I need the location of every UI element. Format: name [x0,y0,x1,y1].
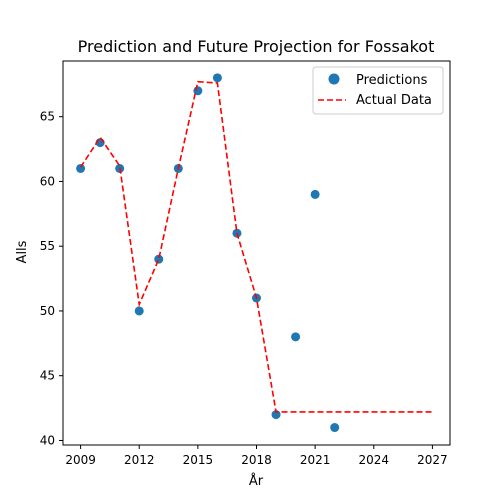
x-tick-label: 2018 [241,453,272,467]
x-tick-label: 2027 [417,453,448,467]
y-tick-label: 45 [40,369,55,383]
legend-marker-predictions [328,73,340,85]
prediction-point [76,163,86,173]
x-axis-label: År [249,473,264,489]
y-axis-label: Alls [15,240,30,263]
legend-label-predictions: Predictions [356,73,428,88]
prediction-point [154,254,164,264]
prediction-point [134,306,144,316]
legend-label-actual-data: Actual Data [356,93,432,108]
y-tick-label: 60 [40,174,55,188]
x-tick-label: 2009 [65,453,96,467]
prediction-point [212,73,222,83]
plot-area-frame [62,60,451,446]
y-tick-label: 50 [40,304,55,318]
x-tick-label: 2012 [124,453,155,467]
prediction-point [291,332,301,342]
legend: Predictions Actual Data [312,66,444,115]
actual-data-line [79,80,433,413]
prediction-point [330,423,340,433]
x-tick-label: 2024 [358,453,389,467]
chart-title: Prediction and Future Projection for Fos… [78,37,435,56]
axes: 2009 2012 2015 2018 2021 2024 2027 40 45 50 55 60 65 [40,110,448,467]
x-tick-label: 2021 [300,453,331,467]
legend-box [312,66,444,115]
y-tick-label: 65 [40,110,55,124]
y-tick-label: 40 [40,433,55,447]
y-tick-label: 55 [40,239,55,253]
prediction-point [310,189,320,199]
x-tick-label: 2015 [183,453,214,467]
